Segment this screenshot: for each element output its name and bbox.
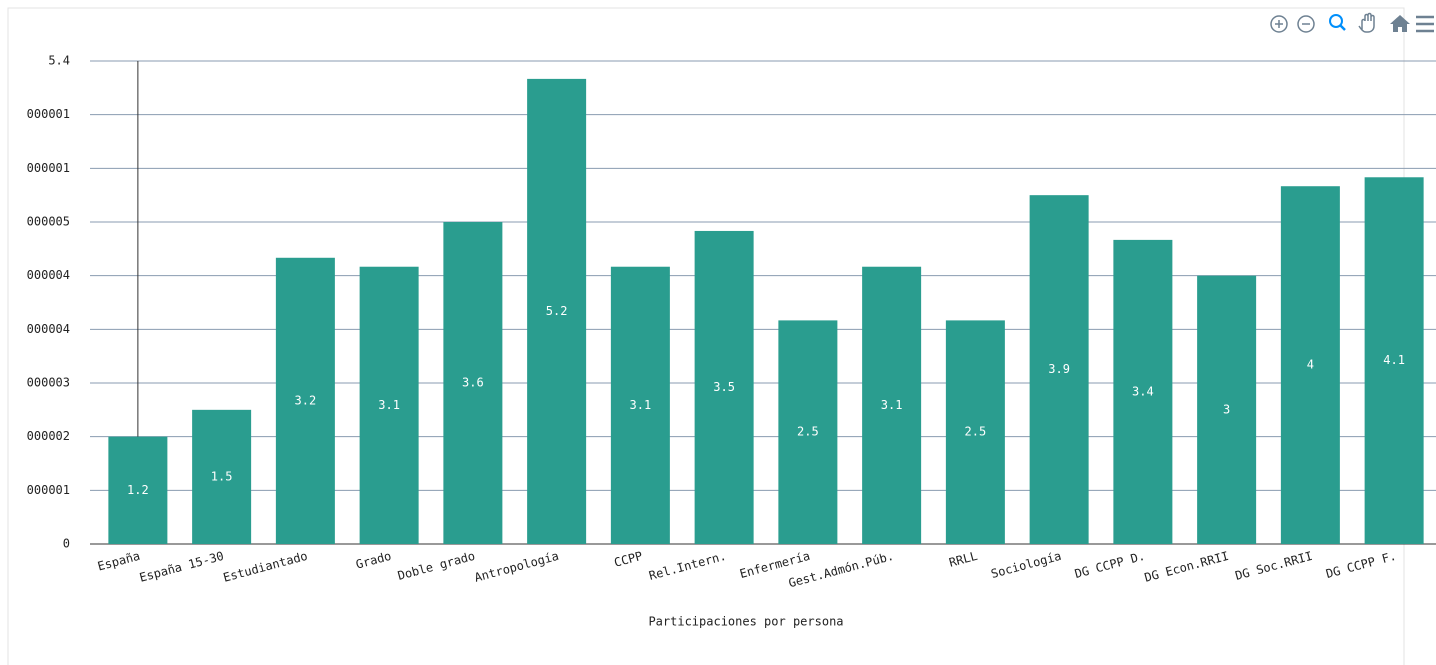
data-label: 3.6 xyxy=(462,376,484,390)
bar xyxy=(945,320,1005,544)
bar xyxy=(862,266,922,544)
pan-button[interactable] xyxy=(1358,12,1375,33)
data-label: 3 xyxy=(1223,402,1230,416)
selection-zoom-icon xyxy=(1339,24,1346,31)
data-label: 3.1 xyxy=(881,398,903,412)
data-label: 3.1 xyxy=(378,398,400,412)
y-tick-label: 000002 xyxy=(27,429,70,443)
y-tick-label: 000001 xyxy=(27,161,70,175)
y-tick-label: 000003 xyxy=(27,376,70,390)
x-tick-label: DG CCPP F. xyxy=(1324,549,1397,581)
toolbar[interactable] xyxy=(1270,12,1434,33)
x-tick-label: Estudiantado xyxy=(222,549,309,585)
menu-button[interactable] xyxy=(1416,15,1434,33)
bar xyxy=(610,266,670,544)
data-label: 4 xyxy=(1307,358,1314,372)
data-label: 4.1 xyxy=(1383,353,1405,367)
bar xyxy=(192,409,252,544)
bar xyxy=(275,257,335,544)
y-tick-label: 000001 xyxy=(27,107,70,121)
x-tick-label: España 15-30 xyxy=(138,549,225,585)
x-axis-title: Participaciones por persona xyxy=(648,615,843,629)
data-label: 3.9 xyxy=(1048,362,1070,376)
selection-zoom-button[interactable] xyxy=(1329,14,1343,28)
y-tick-label: 000001 xyxy=(27,483,70,497)
data-label: 3.4 xyxy=(1132,384,1154,398)
y-tick-label: 000004 xyxy=(27,322,70,336)
data-label: 2.5 xyxy=(797,425,819,439)
data-label: 1.5 xyxy=(211,469,233,483)
y-tick-label: 000004 xyxy=(27,268,70,282)
bar xyxy=(778,320,838,544)
bar xyxy=(694,230,754,544)
zoom-in-button[interactable] xyxy=(1270,15,1288,33)
bar xyxy=(1280,186,1340,544)
bar xyxy=(1197,275,1257,544)
bar xyxy=(527,78,587,544)
data-label: 5.2 xyxy=(546,304,568,318)
data-label: 1.2 xyxy=(127,483,149,497)
data-label: 3.2 xyxy=(295,393,317,407)
y-tick-label: 0 xyxy=(63,537,70,551)
bar xyxy=(359,266,419,544)
x-tick-label: RRLL xyxy=(948,549,980,570)
x-tick-label: DG Soc.RRII xyxy=(1234,549,1314,583)
bar xyxy=(108,436,168,544)
y-tick-label: 5.4 xyxy=(48,54,70,68)
x-tick-label: Antropología xyxy=(473,549,560,585)
x-tick-label: CCPP xyxy=(613,549,645,570)
data-label: 2.5 xyxy=(965,425,987,439)
data-label: 3.1 xyxy=(630,398,652,412)
y-tick-label: 000005 xyxy=(27,215,70,229)
bar xyxy=(443,222,503,544)
bar xyxy=(1029,195,1089,544)
x-tick-label: DG Econ.RRII xyxy=(1143,549,1230,585)
bar xyxy=(1364,177,1424,544)
x-tick-label: Sociología xyxy=(989,549,1062,581)
reset-button[interactable] xyxy=(1390,15,1410,32)
data-label: 3.5 xyxy=(713,380,735,394)
x-tick-label: DG CCPP D. xyxy=(1073,549,1146,581)
bar xyxy=(1113,239,1173,544)
x-tick-label: Doble grado xyxy=(396,549,476,583)
zoom-in-icon xyxy=(1275,20,1283,28)
x-tick-label: Grado xyxy=(354,549,393,572)
x-tick-label: España xyxy=(96,549,142,574)
zoom-out-button[interactable] xyxy=(1297,15,1315,33)
x-tick-label: Rel.Intern. xyxy=(647,549,727,583)
